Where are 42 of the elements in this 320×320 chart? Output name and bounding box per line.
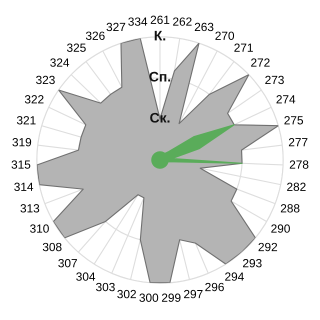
spoke-label: 263 bbox=[194, 22, 214, 32]
spoke-label: 292 bbox=[258, 242, 278, 252]
spoke-label: 314 bbox=[14, 182, 34, 192]
spoke-label: 293 bbox=[243, 258, 262, 268]
spoke-label: 319 bbox=[12, 138, 32, 146]
spoke-label: 294 bbox=[225, 272, 244, 281]
spoke-label: 307 bbox=[58, 258, 77, 268]
spoke-label: 261 bbox=[150, 16, 170, 24]
spoke-label: 315 bbox=[12, 160, 30, 169]
spoke-label: 323 bbox=[36, 76, 55, 84]
spoke-label: 325 bbox=[66, 44, 86, 52]
spoke-label: 310 bbox=[30, 224, 49, 233]
spoke-label: 334 bbox=[128, 17, 148, 26]
spoke-label: 300 bbox=[139, 294, 158, 302]
spoke-label: 271 bbox=[234, 44, 253, 52]
spoke-label: 274 bbox=[276, 95, 296, 104]
spoke-label: 290 bbox=[271, 224, 290, 233]
spoke-label: 322 bbox=[24, 95, 44, 104]
spoke-label: 321 bbox=[16, 116, 36, 124]
spoke-label: 270 bbox=[215, 32, 234, 40]
spoke-label: 299 bbox=[162, 294, 180, 302]
y-tick-label: Сп. bbox=[149, 72, 170, 82]
spoke-label: 308 bbox=[42, 242, 62, 252]
spoke-label: 288 bbox=[280, 204, 300, 213]
spoke-label: 282 bbox=[287, 182, 306, 192]
spoke-label: 303 bbox=[96, 282, 115, 292]
spoke-label: 327 bbox=[106, 22, 126, 32]
spoke-label: 275 bbox=[284, 116, 304, 124]
spoke-label: 326 bbox=[86, 32, 105, 40]
y-tick-label: Ск. bbox=[150, 112, 170, 123]
spoke-label: 324 bbox=[50, 58, 70, 67]
spoke-label: 277 bbox=[288, 138, 308, 146]
spoke-label: 272 bbox=[251, 58, 270, 67]
spoke-label: 273 bbox=[265, 76, 284, 84]
spoke-label: 304 bbox=[76, 272, 96, 281]
spoke-label: 262 bbox=[173, 17, 192, 26]
y-tick-label: К. bbox=[154, 30, 166, 40]
spoke-label: 296 bbox=[205, 282, 224, 292]
spoke-label: 278 bbox=[290, 160, 308, 169]
spoke-label: 313 bbox=[20, 204, 40, 213]
spoke-label: 297 bbox=[184, 290, 203, 298]
spoke-label: 302 bbox=[117, 290, 136, 298]
